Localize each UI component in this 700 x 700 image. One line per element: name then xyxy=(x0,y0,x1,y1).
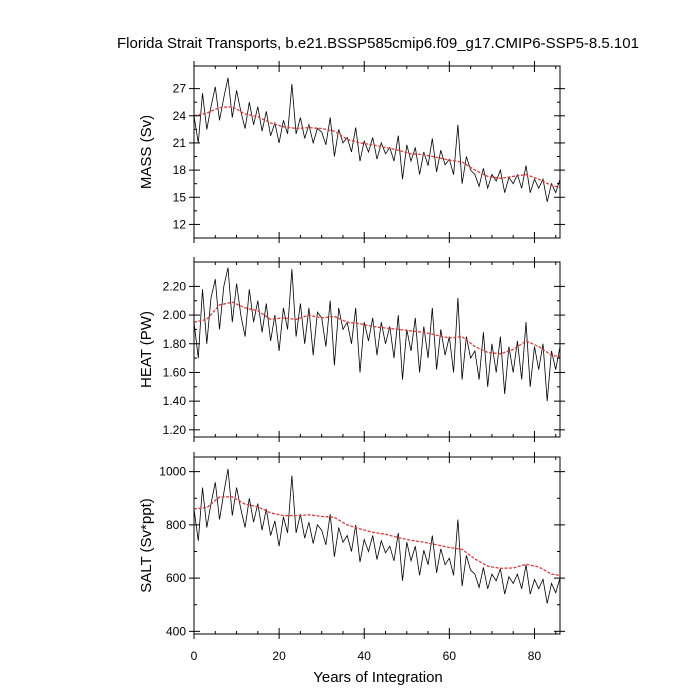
panel-0-ytick-label-0: 12 xyxy=(173,217,187,231)
panel-1-ytick-label-1: 1.40 xyxy=(163,394,187,408)
panel-0: 12 15 18 21 24 27 MASS (Sv) xyxy=(138,61,565,243)
panel-0-series-raw xyxy=(193,77,561,202)
panel-2-series-smoothed xyxy=(193,496,561,577)
xtick-label-2: 40 xyxy=(358,649,372,663)
panel-0-ylabel: MASS (Sv) xyxy=(138,115,155,189)
panel-2-series-raw xyxy=(193,468,561,604)
xtick-label-1: 20 xyxy=(272,649,286,663)
x-axis-label: Years of Integration xyxy=(313,669,443,686)
panel-2-ytick-label-2: 800 xyxy=(166,518,186,532)
panel-0-ytick-label-1: 15 xyxy=(173,190,187,204)
panel-0-ytick-label-5: 27 xyxy=(173,82,187,96)
panel-2-frame xyxy=(193,456,561,635)
panel-1-ylabel: HEAT (PW) xyxy=(138,311,155,388)
panel-2: 400 600 800 1000 SALT (Sv*ppt) xyxy=(138,452,565,639)
panel-0-series-smoothed xyxy=(193,106,561,188)
panel-2-ytick-label-1: 600 xyxy=(166,571,186,585)
panel-0-ytick-label-4: 24 xyxy=(173,109,187,123)
xtick-label-3: 60 xyxy=(443,649,457,663)
panel-1-ytick-label-2: 1.60 xyxy=(163,365,187,379)
panel-0-ytick-label-2: 18 xyxy=(173,163,187,177)
panels-group: 12 15 18 21 24 27 MASS (Sv) 1.20 1.40 1.60 1.80 2.0… xyxy=(138,61,565,663)
chart-title: Florida Strait Transports, b.e21.BSSP585… xyxy=(117,35,639,52)
xtick-label-4: 80 xyxy=(528,649,542,663)
panel-0-frame xyxy=(193,65,561,239)
panel-1-ytick-label-0: 1.20 xyxy=(163,423,187,437)
panel-1-ytick-label-3: 1.80 xyxy=(163,337,187,351)
panel-1-series-raw xyxy=(193,267,561,402)
panel-1: 1.20 1.40 1.60 1.80 2.00 2.20 HEAT (PW) xyxy=(138,257,565,442)
panel-1-ytick-label-4: 2.00 xyxy=(163,308,187,322)
panel-1-frame xyxy=(193,261,561,438)
panel-0-ytick-label-3: 21 xyxy=(173,136,187,150)
panel-1-series-smoothed xyxy=(193,301,561,358)
panel-2-ytick-label-0: 400 xyxy=(166,624,186,638)
panel-1-ytick-label-5: 2.20 xyxy=(163,279,187,293)
xtick-label-0: 0 xyxy=(191,649,198,663)
panel-2-ylabel: SALT (Sv*ppt) xyxy=(138,498,155,592)
panel-2-ytick-label-3: 1000 xyxy=(159,465,186,479)
